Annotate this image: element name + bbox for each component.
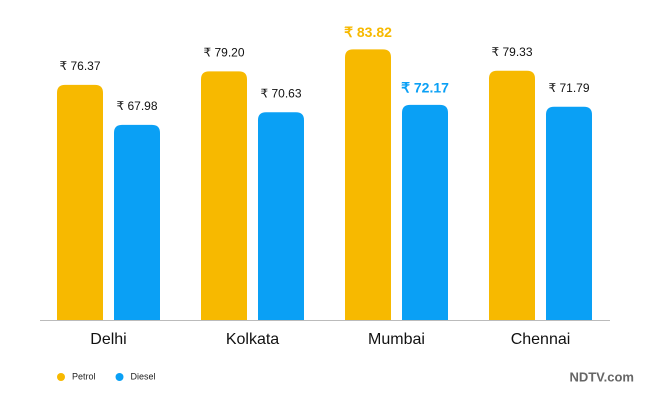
x-tick-label: Chennai: [511, 331, 571, 348]
value-label: ₹ 71.79: [549, 81, 590, 95]
legend-marker: [57, 373, 65, 381]
x-tick-label: Mumbai: [368, 331, 425, 348]
x-tick-label: Kolkata: [226, 331, 279, 348]
bar: [258, 112, 304, 320]
legend-label: Diesel: [131, 371, 156, 381]
value-label: ₹ 67.98: [117, 99, 158, 113]
legend-label: Petrol: [72, 371, 96, 381]
source: NDTV.com: [569, 369, 634, 384]
bar: [345, 49, 391, 321]
bar: [546, 106, 592, 320]
bar: [402, 104, 448, 321]
bar: [114, 124, 160, 320]
bar: [489, 70, 535, 320]
legend-marker: [115, 373, 124, 381]
x-tick-label: Delhi: [90, 331, 126, 348]
value-label: ₹ 70.63: [261, 86, 302, 100]
value-label: ₹ 83.82: [344, 24, 392, 40]
value-label: ₹ 72.17: [401, 80, 449, 96]
value-label: ₹ 79.33: [492, 45, 533, 59]
value-label: ₹ 79.20: [204, 46, 245, 60]
value-label: ₹ 76.37: [60, 59, 101, 73]
bar: [201, 71, 247, 320]
bar: [57, 84, 103, 321]
